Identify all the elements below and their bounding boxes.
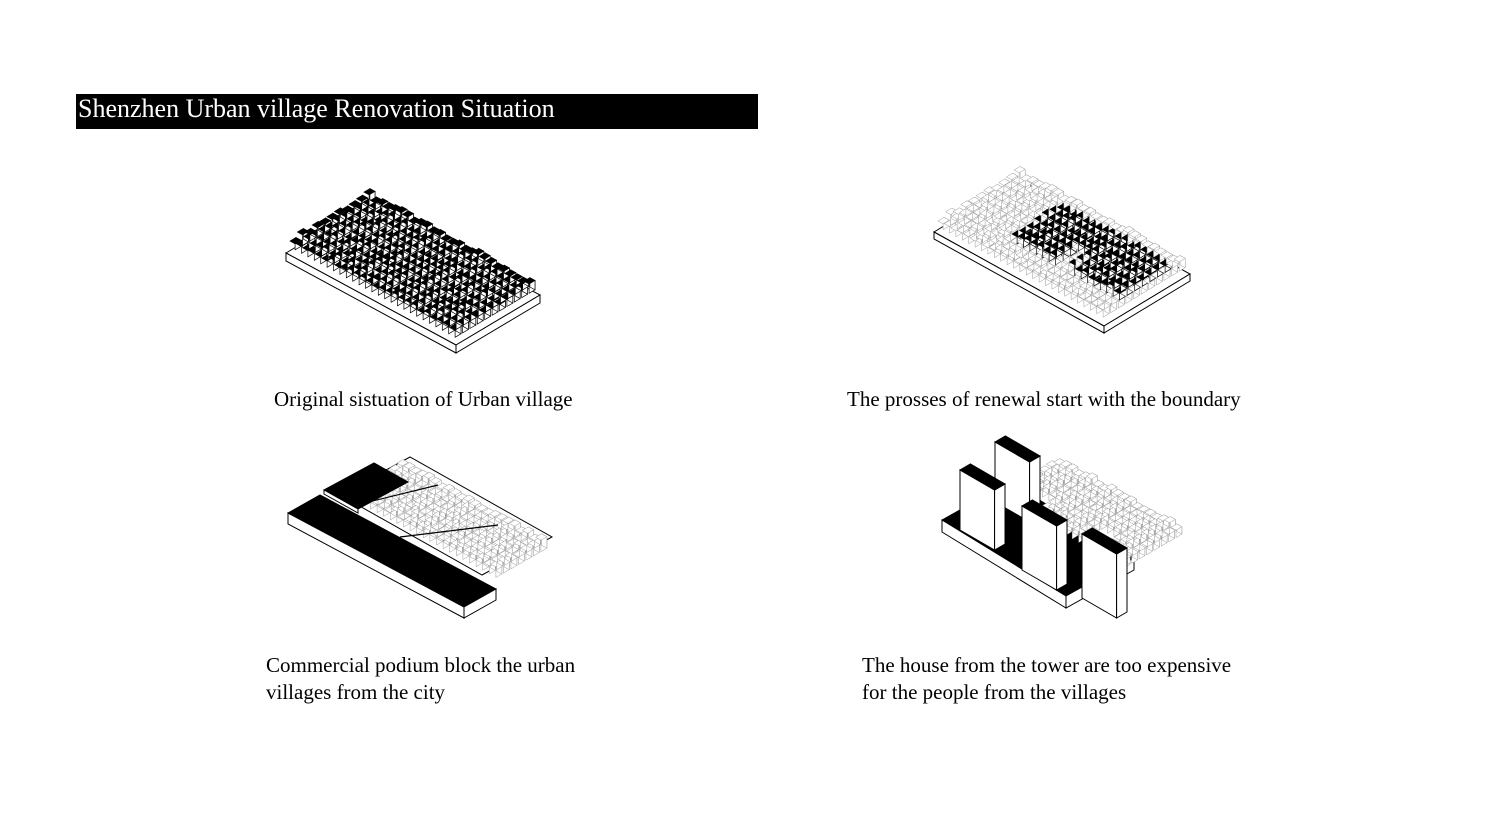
caption-original: Original sistuation of Urban village [274,387,573,411]
page-title: Shenzhen Urban village Renovation Situat… [76,94,758,129]
residential-towers [959,435,1128,619]
commercial-podium-block [286,494,498,619]
caption-podium: Commercial podium block the urban villag… [266,652,636,706]
caption-podium-line-2: villages from the city [266,680,446,704]
tower-development-diagram [941,435,1183,619]
commercial-podium-diagram [286,456,554,619]
boundary-renewal-diagram [933,166,1191,334]
village-house-blocks [289,188,536,338]
caption-boundary: The prosses of renewal start with the bo… [847,387,1241,411]
caption-towers-line-1: The house from the tower are too expensi… [862,653,1232,677]
original-village-diagram [284,188,542,354]
village-house-blocks [937,166,1186,318]
commercial-building-block [322,462,410,514]
caption-towers: The house from the tower are too expensi… [862,652,1231,706]
caption-podium-line-1: Commercial podium block the urban [266,653,576,677]
caption-towers-line-2: for the people from the villages [862,680,1127,704]
